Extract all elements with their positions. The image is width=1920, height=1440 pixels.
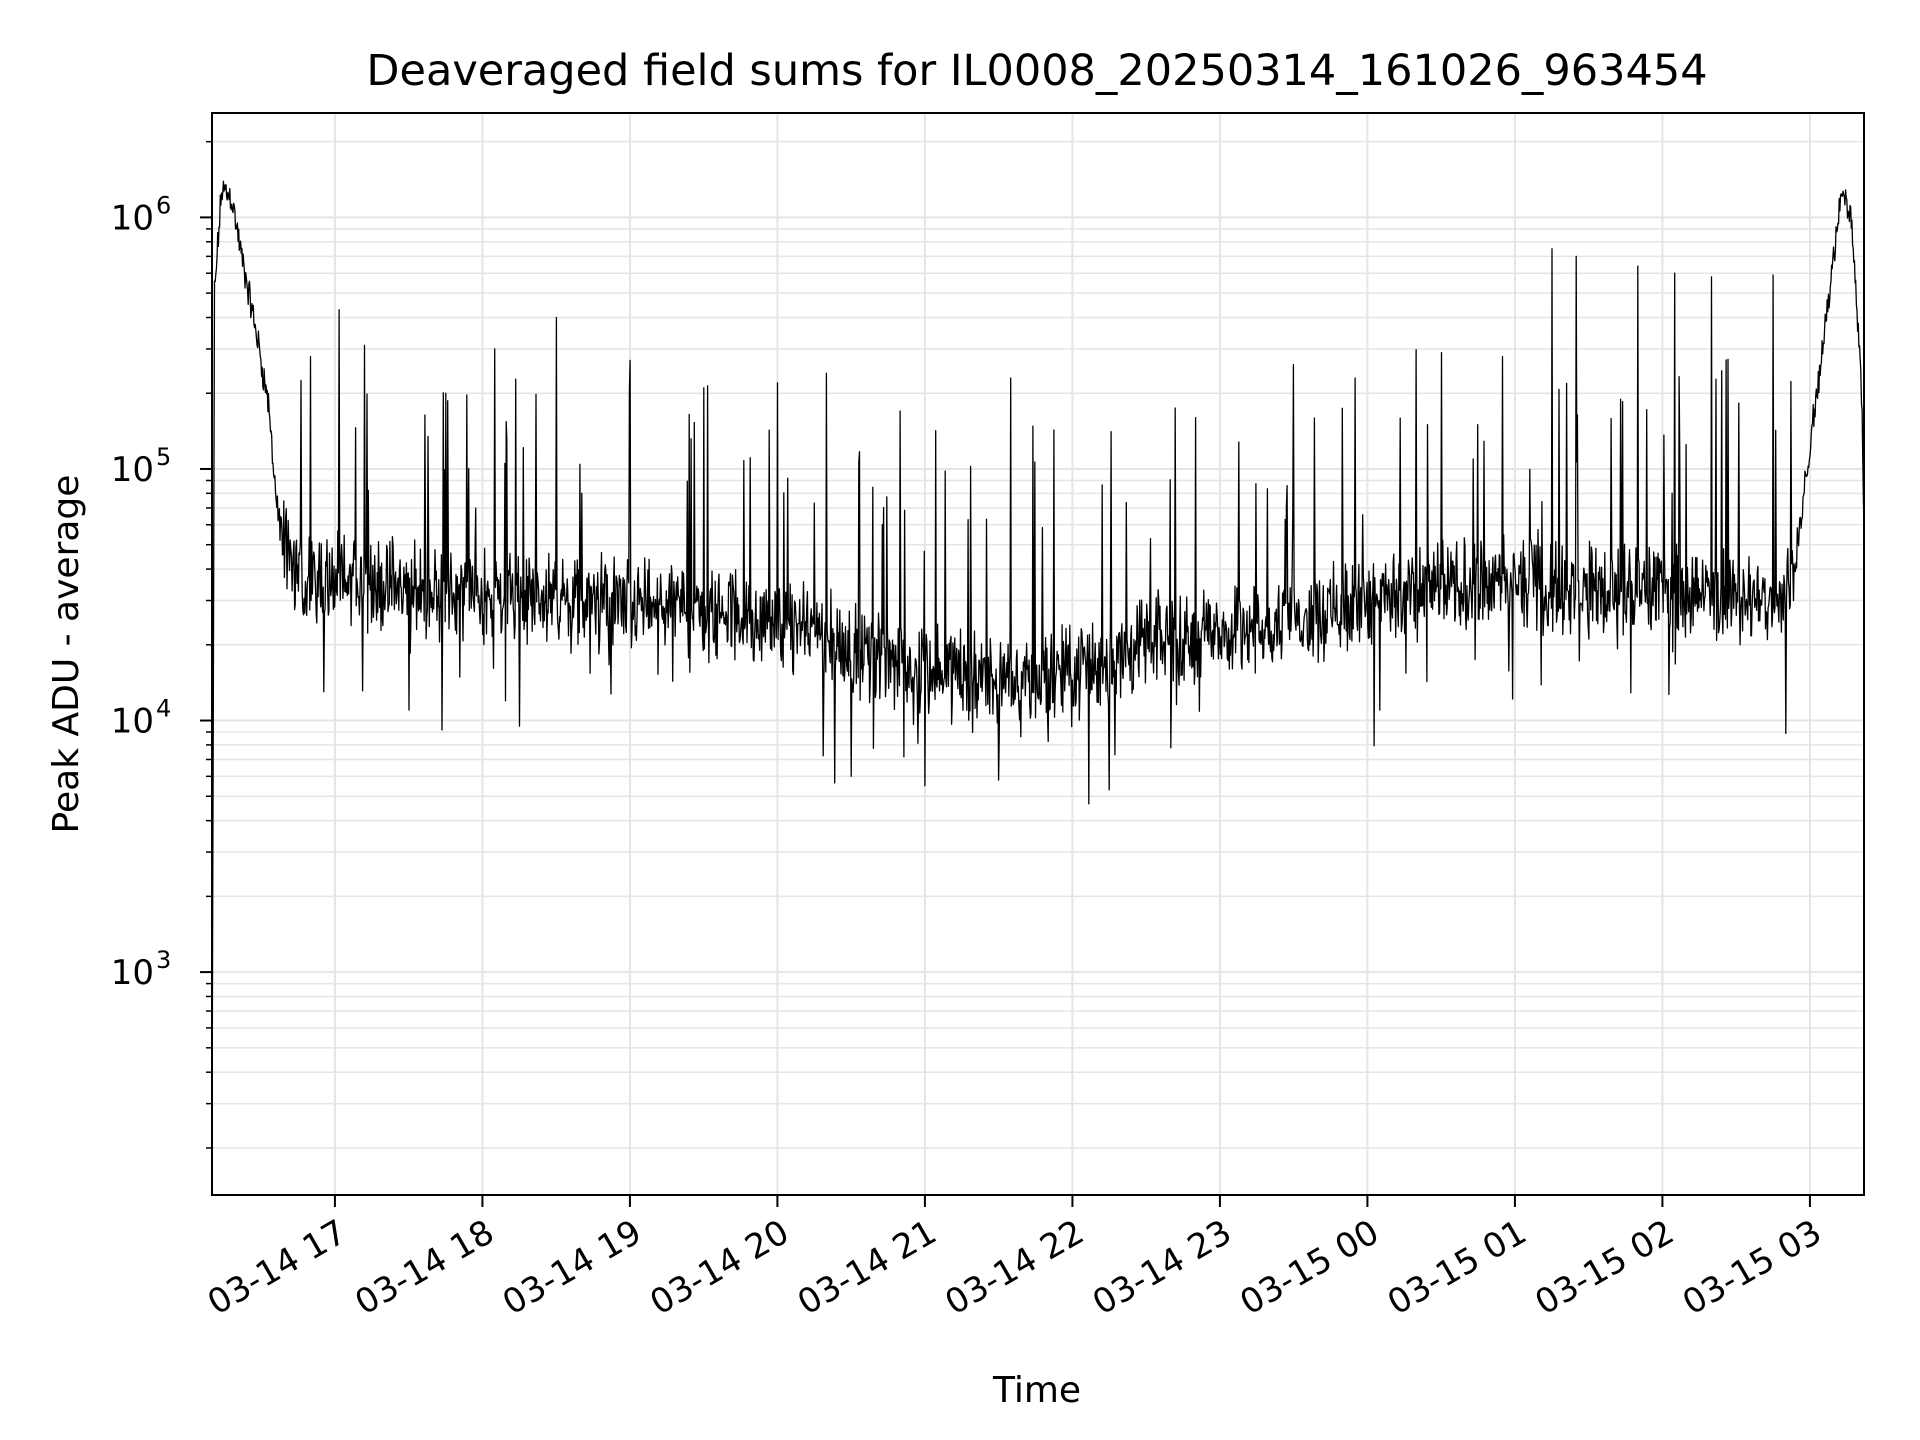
y-tick-exponent: 6	[156, 191, 171, 219]
plot-frame	[211, 112, 1865, 1196]
x-axis-label: Time	[992, 1370, 1081, 1411]
series-line	[212, 180, 1864, 1181]
y-tick-label: 10	[111, 198, 154, 238]
y-axis-label: Peak ADU - average	[46, 475, 87, 834]
y-tick-label: 10	[111, 450, 154, 490]
y-tick-label: 10	[111, 702, 154, 742]
y-tick-exponent: 3	[156, 946, 171, 974]
y-tick-exponent: 5	[156, 443, 171, 471]
grid	[212, 113, 1864, 1195]
chart-title: Deaveraged field sums for IL0008_2025031…	[366, 46, 1707, 96]
y-tick-label: 10	[111, 953, 154, 993]
series-layer	[212, 180, 1864, 1181]
y-tick-exponent: 4	[156, 695, 171, 723]
